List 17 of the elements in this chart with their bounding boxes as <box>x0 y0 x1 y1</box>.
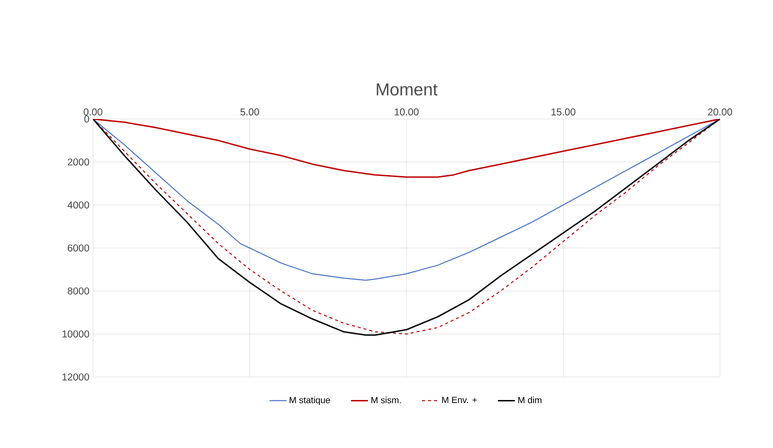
chart-title: Moment <box>376 84 438 96</box>
y-tick-label: 4000 <box>68 201 90 209</box>
x-tick-label: 15.00 <box>552 108 576 116</box>
x-tick-label: 10.00 <box>394 108 419 116</box>
legend-label: M statique <box>290 396 330 406</box>
y-tick-label: 12000 <box>62 373 90 381</box>
legend-label: M Env. + <box>442 396 477 403</box>
x-tick-label: 20.00 <box>708 108 732 116</box>
x-tick-label: 0.00 <box>84 108 102 116</box>
legend-label: M sism. <box>371 396 401 404</box>
y-tick-label: 8000 <box>68 287 90 295</box>
y-tick-label: 0 <box>84 115 90 123</box>
y-tick-label: 2000 <box>68 158 90 166</box>
legend-label: M dim <box>518 396 542 404</box>
y-tick-label: 6000 <box>68 244 90 252</box>
x-tick-label: 5.00 <box>240 108 260 116</box>
y-tick-label: 10000 <box>62 330 90 338</box>
